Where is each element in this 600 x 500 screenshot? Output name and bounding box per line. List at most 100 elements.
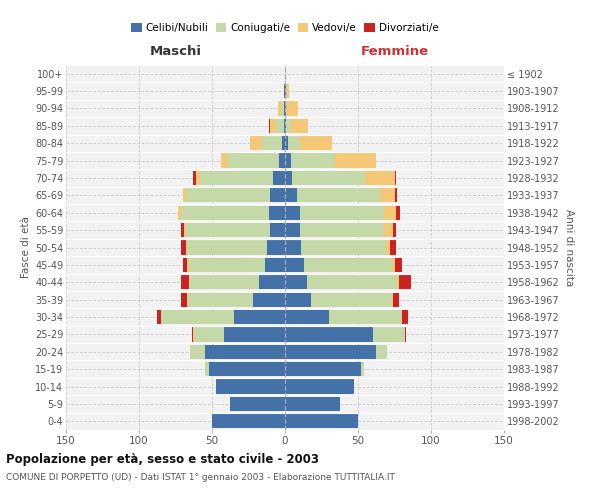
Bar: [376, 344, 387, 359]
Bar: [286, 102, 298, 116]
Bar: [196, 171, 200, 185]
Bar: [253, 292, 285, 307]
Bar: [205, 344, 285, 359]
Bar: [285, 206, 299, 220]
Bar: [193, 171, 196, 185]
Bar: [271, 118, 276, 133]
Text: Maschi: Maschi: [149, 45, 202, 58]
Bar: [187, 240, 268, 254]
Bar: [190, 344, 205, 359]
Bar: [161, 310, 234, 324]
Bar: [183, 258, 187, 272]
Bar: [361, 362, 364, 376]
Bar: [285, 380, 353, 394]
Bar: [299, 206, 384, 220]
Bar: [285, 188, 296, 202]
Bar: [285, 84, 286, 98]
Bar: [212, 414, 285, 428]
Bar: [209, 362, 285, 376]
Bar: [187, 292, 253, 307]
Bar: [282, 136, 285, 150]
Bar: [365, 171, 395, 185]
Bar: [271, 223, 285, 237]
Text: Popolazione per età, sesso e stato civile - 2003: Popolazione per età, sesso e stato civil…: [6, 452, 319, 466]
Bar: [274, 171, 285, 185]
Bar: [285, 362, 361, 376]
Bar: [285, 154, 291, 168]
Bar: [373, 328, 405, 342]
Bar: [311, 292, 392, 307]
Bar: [395, 171, 396, 185]
Y-axis label: Fasce di età: Fasce di età: [20, 216, 31, 278]
Bar: [265, 258, 285, 272]
Bar: [284, 118, 285, 133]
Bar: [397, 275, 399, 289]
Bar: [292, 171, 365, 185]
Bar: [386, 240, 390, 254]
Bar: [259, 275, 285, 289]
Bar: [285, 171, 292, 185]
Bar: [286, 118, 291, 133]
Bar: [181, 206, 269, 220]
Bar: [285, 223, 299, 237]
Bar: [184, 223, 186, 237]
Bar: [299, 223, 384, 237]
Bar: [194, 328, 224, 342]
Bar: [228, 154, 279, 168]
Bar: [183, 188, 186, 202]
Bar: [178, 206, 181, 220]
Bar: [285, 344, 376, 359]
Bar: [291, 118, 308, 133]
Bar: [224, 328, 285, 342]
Bar: [186, 223, 271, 237]
Bar: [380, 188, 395, 202]
Bar: [157, 310, 161, 324]
Bar: [285, 310, 329, 324]
Bar: [304, 258, 392, 272]
Bar: [188, 275, 259, 289]
Text: Femmine: Femmine: [361, 45, 428, 58]
Bar: [278, 102, 281, 116]
Bar: [269, 206, 285, 220]
Text: COMUNE DI PORPETTO (UD) - Dati ISTAT 1° gennaio 2003 - Elaborazione TUTTITALIA.I: COMUNE DI PORPETTO (UD) - Dati ISTAT 1° …: [6, 472, 395, 482]
Bar: [269, 118, 271, 133]
Bar: [393, 223, 396, 237]
Bar: [285, 118, 286, 133]
Bar: [285, 397, 340, 411]
Bar: [285, 240, 301, 254]
Bar: [291, 154, 335, 168]
Bar: [262, 136, 282, 150]
Bar: [392, 258, 395, 272]
Bar: [384, 206, 396, 220]
Bar: [268, 240, 285, 254]
Bar: [234, 310, 285, 324]
Bar: [181, 223, 184, 237]
Bar: [250, 136, 262, 150]
Bar: [405, 328, 406, 342]
Bar: [301, 240, 386, 254]
Bar: [384, 223, 393, 237]
Bar: [181, 292, 187, 307]
Bar: [329, 310, 402, 324]
Bar: [399, 275, 410, 289]
Bar: [200, 171, 274, 185]
Bar: [281, 102, 284, 116]
Bar: [299, 136, 332, 150]
Bar: [285, 292, 311, 307]
Bar: [205, 362, 209, 376]
Bar: [186, 188, 271, 202]
Bar: [395, 188, 397, 202]
Bar: [230, 397, 285, 411]
Bar: [276, 118, 284, 133]
Legend: Celibi/Nubili, Coniugati/e, Vedovi/e, Divorziati/e: Celibi/Nubili, Coniugati/e, Vedovi/e, Di…: [127, 19, 443, 38]
Bar: [288, 136, 299, 150]
Bar: [392, 292, 393, 307]
Bar: [188, 258, 265, 272]
Bar: [187, 258, 188, 272]
Bar: [395, 258, 402, 272]
Bar: [193, 328, 194, 342]
Bar: [221, 154, 228, 168]
Bar: [271, 188, 285, 202]
Y-axis label: Anni di nascita: Anni di nascita: [563, 209, 574, 286]
Bar: [284, 84, 285, 98]
